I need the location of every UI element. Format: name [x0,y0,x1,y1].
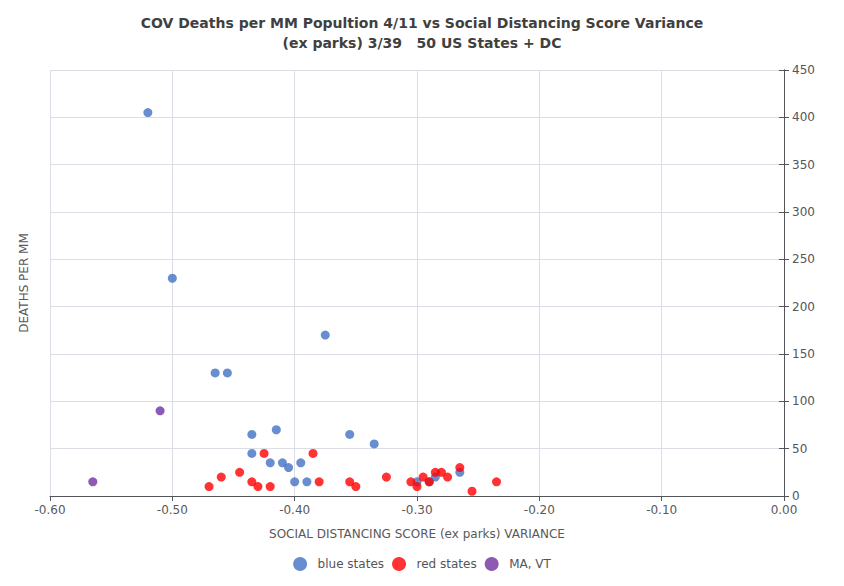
svg-text:blue states: blue states [318,557,384,571]
svg-text:50: 50 [792,442,807,456]
svg-text:MA, VT: MA, VT [509,557,551,571]
svg-text:300: 300 [792,205,815,219]
svg-text:-0.50: -0.50 [157,503,188,517]
svg-text:red states: red states [417,557,477,571]
svg-text:400: 400 [792,110,815,124]
svg-text:350: 350 [792,158,815,172]
svg-text:-0.20: -0.20 [524,503,555,517]
svg-text:0: 0 [792,489,800,503]
svg-text:150: 150 [792,347,815,361]
svg-text:-0.60: -0.60 [34,503,65,517]
svg-text:SOCIAL DISTANCING SCORE (ex pa: SOCIAL DISTANCING SCORE (ex parks) VARIA… [269,527,565,541]
svg-text:-0.10: -0.10 [646,503,677,517]
svg-text:200: 200 [792,300,815,314]
svg-text:-0.30: -0.30 [401,503,432,517]
svg-text:250: 250 [792,252,815,266]
svg-text:(ex parks) 3/39 50 US States: (ex parks) 3/39 50 US States + DC [283,35,562,51]
svg-text:DEATHS PER MM: DEATHS PER MM [17,233,31,333]
svg-text:COV Deaths per MM Popultion 4/: COV Deaths per MM Popultion 4/11 vs Soci… [141,15,704,31]
svg-text:-0.40: -0.40 [279,503,310,517]
svg-text:100: 100 [792,394,815,408]
svg-text:450: 450 [792,63,815,77]
svg-text:0.00: 0.00 [771,503,798,517]
